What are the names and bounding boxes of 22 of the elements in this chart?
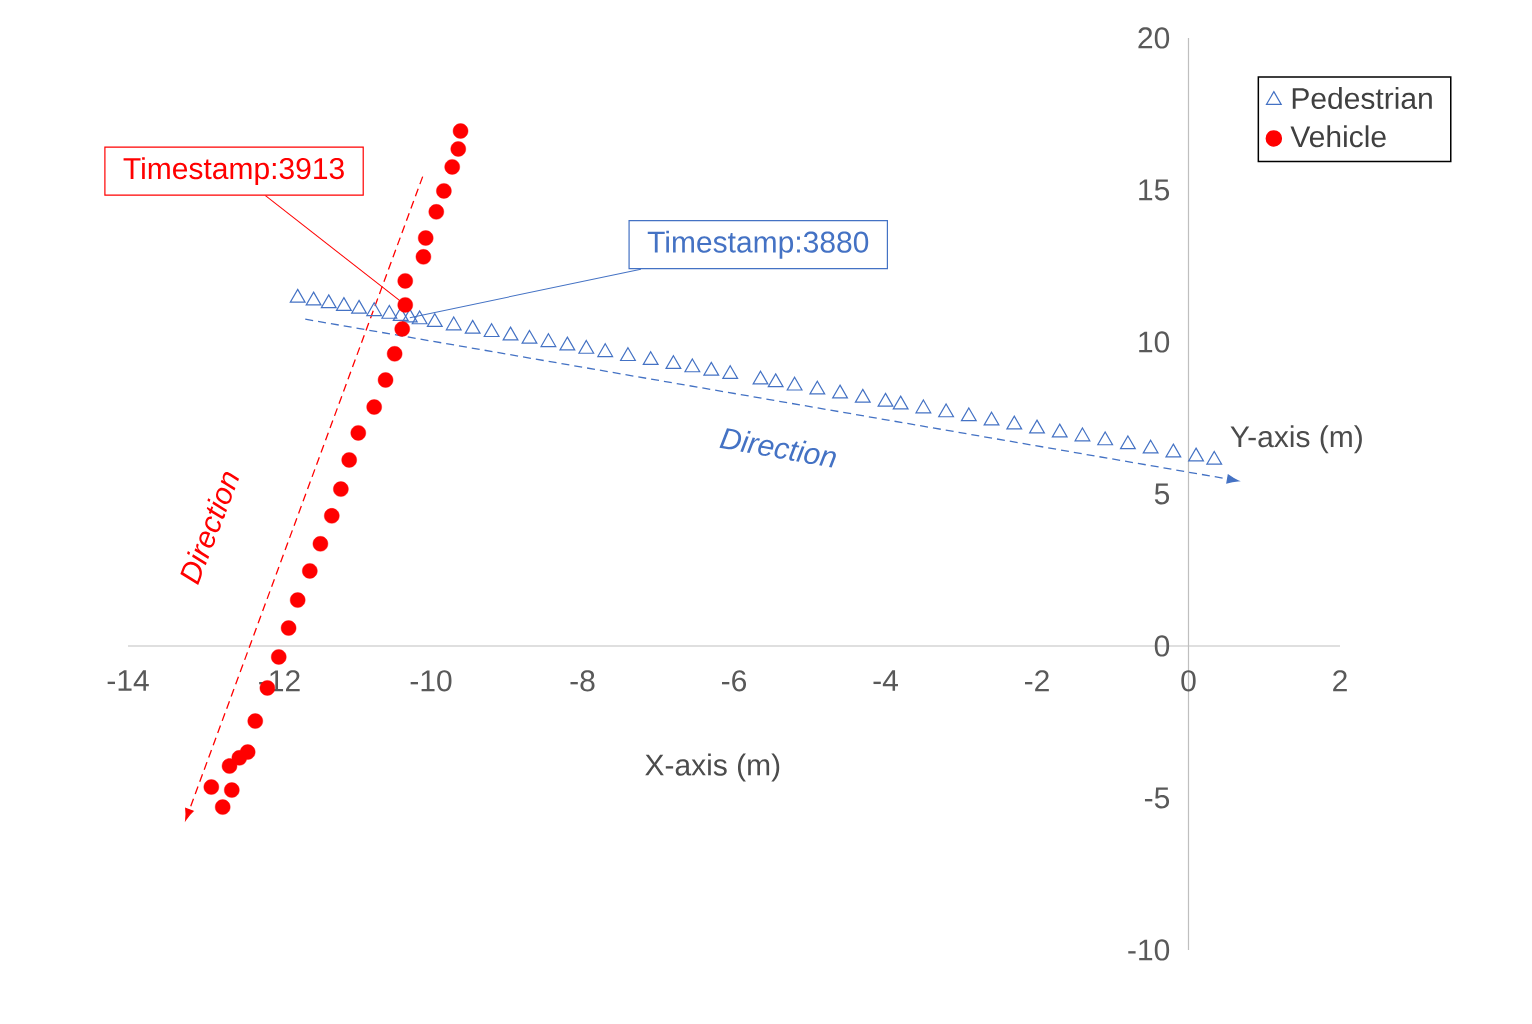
y-axis-title: Y-axis (m) (1230, 425, 1362, 454)
annotation: Timestamp:3913 (123, 157, 344, 186)
y-tick-label: 5 (1154, 483, 1170, 505)
y-tick-label: 20 (1138, 27, 1170, 49)
x-tick-label: -8 (570, 670, 595, 692)
x-tick-label: -2 (1024, 670, 1049, 692)
x-tick-label: 0 (1181, 670, 1196, 692)
legend-label: Pedestrian (1292, 87, 1432, 110)
x-tick-label: -14 (107, 670, 149, 691)
y-tick-label: 0 (1154, 635, 1170, 657)
x-tick-label: 2 (1333, 670, 1347, 692)
annotation: Direction (719, 428, 836, 468)
x-tick-label: -6 (722, 670, 747, 692)
legend-label: Vehicle (1290, 125, 1386, 148)
x-tick-label: -10 (410, 670, 452, 692)
y-tick-label: 15 (1139, 179, 1170, 201)
y-tick-label: -5 (1144, 787, 1170, 809)
x-tick-label: -4 (873, 670, 898, 691)
annotation: Timestamp:3880 (647, 230, 869, 259)
y-tick-label: 10 (1139, 331, 1170, 353)
x-axis-title: X-axis (m) (645, 753, 780, 782)
y-tick-label: -10 (1128, 939, 1170, 961)
